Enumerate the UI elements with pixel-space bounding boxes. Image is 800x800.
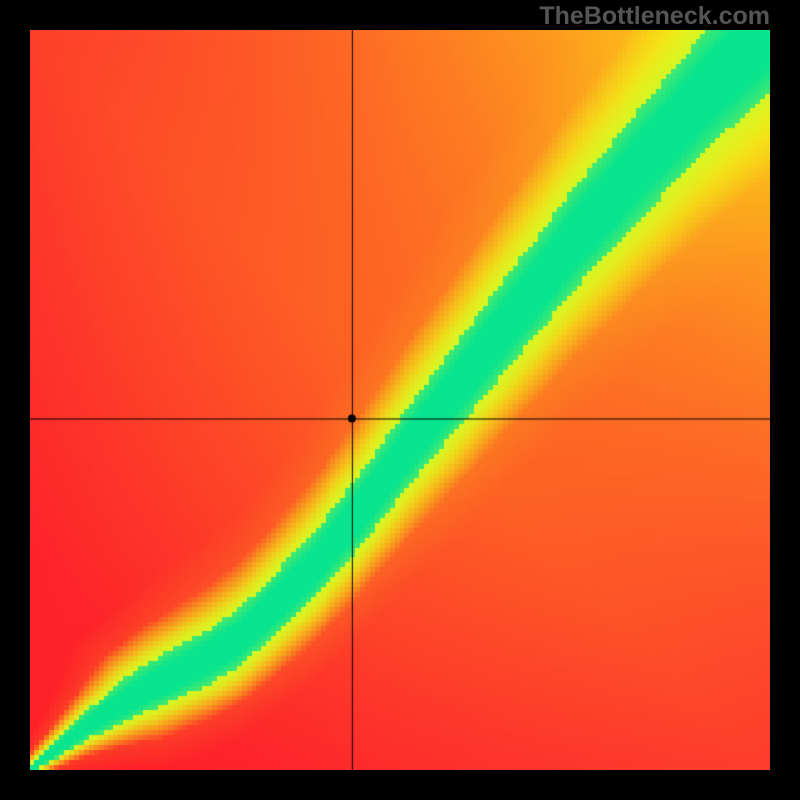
- bottleneck-heatmap: [30, 30, 770, 770]
- chart-container: TheBottleneck.com: [0, 0, 800, 800]
- watermark-text: TheBottleneck.com: [539, 2, 770, 31]
